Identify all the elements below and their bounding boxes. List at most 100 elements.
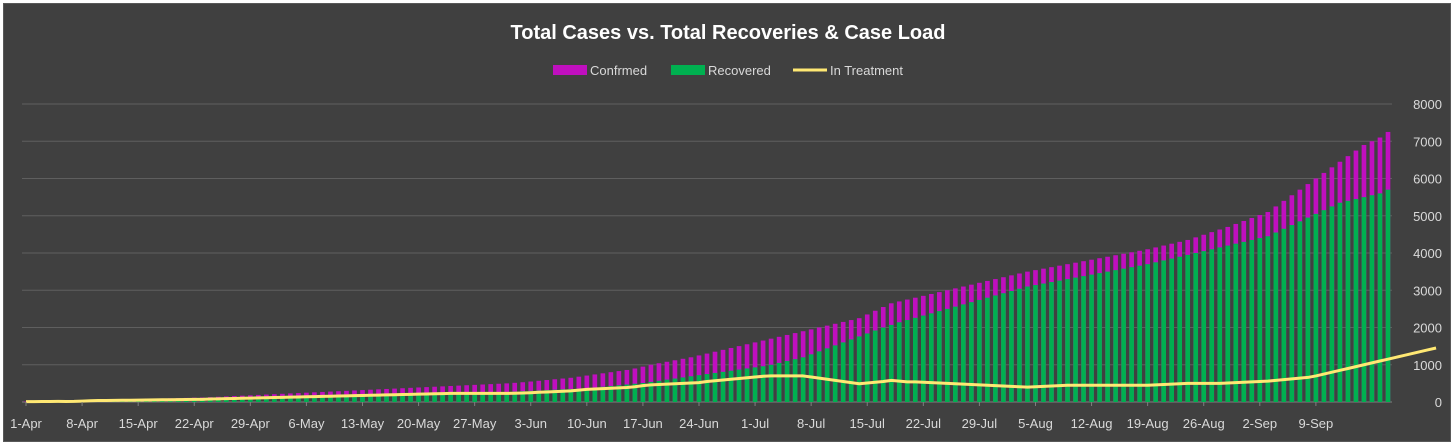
- y-tick-label: 7000: [1413, 134, 1442, 149]
- y-tick-label: 8000: [1413, 97, 1442, 112]
- bar-recovered: [800, 357, 806, 402]
- bar-recovered: [977, 299, 982, 402]
- bar-recovered: [1217, 247, 1223, 402]
- bar-recovered: [288, 398, 293, 402]
- bar-recovered: [1001, 293, 1006, 402]
- bar-recovered: [1137, 265, 1142, 402]
- bar-recovered: [151, 400, 157, 402]
- x-tick-label: 22-Jul: [906, 416, 942, 431]
- y-tick-label: 5000: [1413, 209, 1442, 224]
- bar-recovered: [728, 370, 734, 402]
- bar-recovered: [1129, 267, 1134, 402]
- bar-recovered: [1161, 260, 1166, 402]
- bar-recovered: [1225, 245, 1231, 402]
- bar-recovered: [832, 345, 838, 402]
- bar-recovered: [215, 399, 221, 402]
- x-tick-label: 8-Apr: [66, 416, 98, 431]
- bar-recovered: [768, 364, 774, 402]
- bar-recovered: [496, 392, 502, 402]
- bar-recovered: [1249, 239, 1255, 402]
- bar-recovered: [784, 361, 790, 402]
- x-tick-label: 26-Aug: [1183, 416, 1225, 431]
- bar-recovered: [264, 398, 269, 402]
- x-tick-label: 27-May: [453, 416, 497, 431]
- bar-recovered: [239, 399, 245, 402]
- bar-recovered: [672, 378, 678, 402]
- bar-recovered: [199, 400, 205, 402]
- bar-recovered: [400, 395, 405, 402]
- bar-recovered: [1097, 273, 1102, 402]
- bars-confirmed: [23, 131, 1391, 402]
- bar-recovered: [1353, 198, 1359, 402]
- bar-recovered: [231, 399, 237, 402]
- bar-recovered: [969, 302, 974, 402]
- bar-recovered: [1385, 189, 1391, 402]
- bar-recovered: [384, 396, 389, 402]
- x-tick-label: 29-Apr: [231, 416, 271, 431]
- bar-recovered: [688, 376, 694, 402]
- bar-recovered: [183, 400, 189, 402]
- bar-recovered: [961, 304, 966, 402]
- bar-recovered: [1153, 262, 1158, 402]
- bar-recovered: [304, 397, 309, 402]
- bar-recovered: [840, 342, 846, 402]
- legend-label-in-treatment: In Treatment: [830, 63, 903, 78]
- bar-recovered: [600, 386, 606, 402]
- bar-recovered: [872, 330, 878, 402]
- x-tick-label: 2-Sep: [1242, 416, 1277, 431]
- bar-recovered: [312, 397, 317, 402]
- bar-recovered: [776, 362, 782, 402]
- bar-recovered: [175, 400, 181, 402]
- bar-recovered: [1025, 286, 1030, 402]
- x-tick-label: 24-Jun: [679, 416, 719, 431]
- bar-recovered: [664, 379, 670, 402]
- bar-recovered: [584, 388, 590, 402]
- x-tick-label: 6-May: [288, 416, 325, 431]
- bar-recovered: [1089, 274, 1094, 402]
- bar-recovered: [945, 308, 950, 402]
- x-tick-label: 20-May: [397, 416, 441, 431]
- bar-recovered: [848, 339, 854, 402]
- bar-recovered: [752, 367, 758, 402]
- bar-recovered: [1297, 221, 1303, 402]
- x-tick-label: 1-Apr: [10, 416, 42, 431]
- bar-recovered: [1169, 258, 1175, 402]
- bar-recovered: [920, 315, 926, 402]
- x-tick-label: 5-Aug: [1018, 416, 1053, 431]
- bar-recovered: [296, 398, 301, 402]
- bar-recovered: [1273, 232, 1279, 402]
- bar-recovered: [1177, 256, 1183, 402]
- bar-recovered: [320, 397, 325, 402]
- bar-recovered: [993, 295, 998, 402]
- line-in-treatment: [26, 346, 1437, 404]
- legend-label-confirmed: Confrmed: [590, 63, 647, 78]
- x-tick-label: 29-Jul: [962, 416, 998, 431]
- bar-recovered: [1265, 236, 1271, 402]
- bar-recovered: [504, 391, 510, 402]
- bar-recovered: [1305, 217, 1311, 402]
- x-tick-label: 17-Jun: [623, 416, 663, 431]
- bar-recovered: [744, 368, 750, 402]
- bar-recovered: [520, 391, 526, 402]
- bar-recovered: [280, 398, 285, 402]
- bar-recovered: [376, 396, 381, 402]
- bar-recovered: [392, 395, 397, 402]
- bar-recovered: [760, 366, 766, 402]
- x-tick-label: 8-Jul: [797, 416, 825, 431]
- bar-recovered: [736, 369, 742, 402]
- bar-recovered: [328, 397, 333, 402]
- bar-recovered: [167, 400, 173, 402]
- legend-swatch-recovered: [671, 65, 705, 75]
- bar-recovered: [856, 336, 862, 402]
- bar-recovered: [1009, 290, 1014, 402]
- y-tick-label: 4000: [1413, 246, 1442, 261]
- bar-recovered: [1369, 195, 1375, 402]
- bar-recovered: [456, 394, 461, 402]
- bar-recovered: [432, 394, 437, 402]
- bar-recovered: [223, 399, 229, 402]
- bar-recovered: [424, 395, 429, 402]
- bar-recovered: [336, 397, 341, 402]
- x-tick-label: 13-May: [341, 416, 385, 431]
- bar-recovered: [480, 393, 485, 402]
- x-tick-label: 15-Apr: [119, 416, 159, 431]
